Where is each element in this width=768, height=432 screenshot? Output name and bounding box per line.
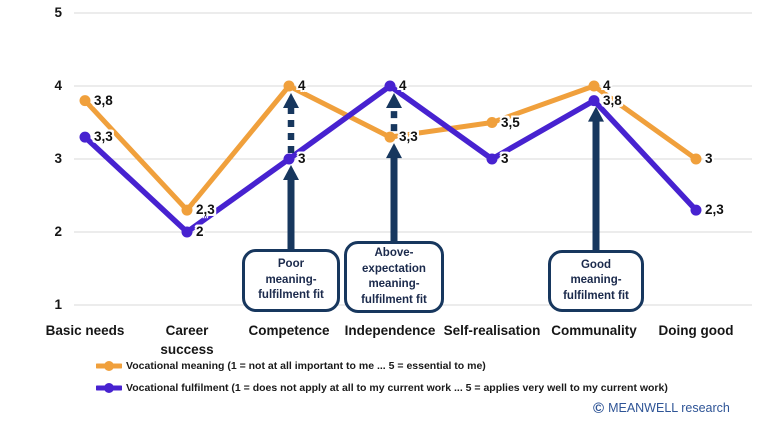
data-point-marker xyxy=(690,153,702,165)
x-axis-category-label: Doing good xyxy=(658,323,734,338)
data-point-marker xyxy=(79,95,91,107)
legend-item: Vocational meaning (1 = not at all impor… xyxy=(96,359,486,373)
data-point-label: 3,8 xyxy=(94,92,113,108)
solid-arrow-head xyxy=(386,143,402,159)
data-point-marker xyxy=(283,153,295,165)
legend-line-marker-icon xyxy=(96,361,122,371)
y-axis-tick-label: 4 xyxy=(54,78,62,93)
data-point-label: 2 xyxy=(196,224,204,239)
x-axis-category-label: Communality xyxy=(551,323,637,338)
y-axis-tick-label: 2 xyxy=(54,224,62,239)
x-axis-category-label: Basic needs xyxy=(45,323,125,338)
data-point-label: 3 xyxy=(705,151,713,166)
data-point-label: 3 xyxy=(298,151,306,166)
solid-arrow-head xyxy=(588,106,604,122)
solid-arrow-head xyxy=(283,165,299,180)
data-point-marker xyxy=(588,95,600,107)
data-point-marker xyxy=(384,80,396,92)
data-point-label: 2,3 xyxy=(196,202,215,218)
data-point-label: 3,3 xyxy=(94,129,113,145)
data-point-marker xyxy=(486,153,498,165)
data-point-marker xyxy=(79,131,91,143)
copyright-notice: © MEANWELL research xyxy=(593,400,730,417)
y-axis-tick-label: 3 xyxy=(54,151,62,166)
data-point-marker xyxy=(588,80,600,92)
data-point-label: 4 xyxy=(399,78,407,93)
data-point-marker xyxy=(384,131,396,143)
data-point-label: 3 xyxy=(501,151,509,166)
annotation-box: Good meaning-fulfilment fit xyxy=(548,250,644,312)
copyright-icon: © xyxy=(593,400,605,417)
data-point-marker xyxy=(690,204,702,216)
x-axis-category-label: Self-realisation xyxy=(443,323,541,338)
y-axis-tick-label: 5 xyxy=(54,5,62,20)
annotation-box: Above-expectation meaning-fulfilment fit xyxy=(344,241,444,313)
data-point-label: 3,8 xyxy=(603,92,622,108)
x-axis-category-label: Competence xyxy=(248,323,330,338)
data-point-label: 2,3 xyxy=(705,202,724,218)
dashed-arrow-head xyxy=(386,93,402,108)
data-point-label: 3,5 xyxy=(501,114,520,130)
data-point-label: 4 xyxy=(298,78,306,93)
copyright-text: MEANWELL research xyxy=(608,401,730,415)
data-point-marker xyxy=(181,204,193,216)
dashed-arrow-head xyxy=(283,93,299,108)
data-point-marker xyxy=(181,226,193,238)
legend-item-label: Vocational meaning (1 = not at all impor… xyxy=(126,360,486,372)
x-axis-category-label: Career success xyxy=(160,323,214,357)
legend-item: Vocational fulfilment (1 = does not appl… xyxy=(96,381,668,395)
data-point-marker xyxy=(486,117,498,128)
y-axis-tick-label: 1 xyxy=(54,297,62,312)
legend-line-marker-icon xyxy=(96,383,122,393)
data-point-label: 4 xyxy=(603,78,611,93)
data-point-label: 3,3 xyxy=(399,129,418,145)
data-point-marker xyxy=(283,80,295,92)
x-axis-category-label: Independence xyxy=(344,323,436,338)
annotation-box: Poor meaning-fulfilment fit xyxy=(242,249,340,312)
legend-item-label: Vocational fulfilment (1 = does not appl… xyxy=(126,382,668,394)
